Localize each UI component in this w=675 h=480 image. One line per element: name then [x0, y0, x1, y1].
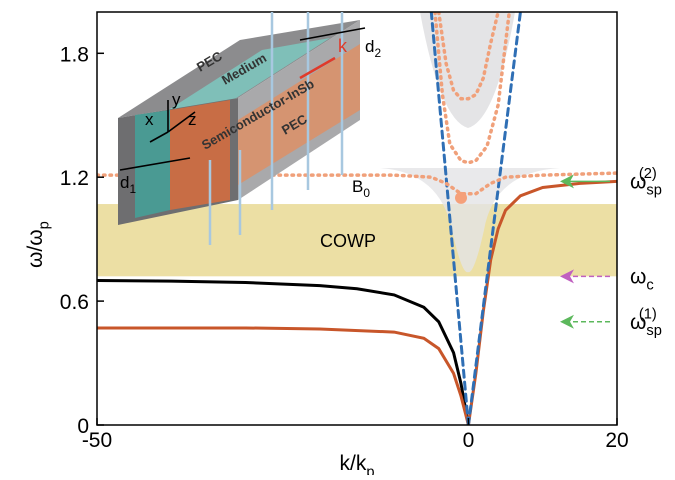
label-base: ω [630, 311, 646, 334]
medium-layer [140, 38, 330, 128]
label-base: k/k [339, 452, 366, 475]
cowp-band [97, 204, 617, 277]
inset-label: y [172, 90, 181, 109]
k-arrow [299, 56, 336, 80]
inset-label: B0 [352, 177, 370, 200]
axes-arrows [119, 27, 366, 171]
curve [466, 12, 522, 425]
point [455, 191, 467, 204]
label-sub: 2 [374, 46, 381, 60]
inset-label: k [338, 36, 348, 56]
inset-label: d2 [365, 37, 381, 60]
inset-label: x [145, 110, 154, 129]
label-sub: 1 [129, 182, 136, 196]
frame [96, 11, 618, 426]
label-sub: sp [646, 183, 662, 199]
marker-head [560, 174, 574, 189]
label-sub: p [366, 464, 374, 475]
curve [97, 326, 470, 425]
y-axis-label: ω/ωp [24, 221, 52, 268]
semi-front [170, 100, 230, 210]
marker-head [560, 269, 574, 284]
inset-label: d1 [120, 173, 136, 196]
label-base: ω [630, 170, 646, 193]
curve [97, 278, 470, 425]
marker-head [560, 314, 574, 329]
inset-label: z [188, 110, 197, 129]
shaded-band [380, 168, 560, 273]
label-sub: p [36, 221, 52, 229]
x-tick-label: 0 [463, 429, 475, 452]
marker-label: ωsp(2) [630, 166, 662, 199]
inset-diagram: PEC Medium Semiconductor-InSb PEC k x y … [118, 12, 381, 245]
marker-label: ωsp(1) [630, 306, 662, 339]
curve [436, 12, 500, 101]
label-sup: (1) [639, 306, 657, 322]
label-base: d [120, 173, 129, 192]
x-tick-label: 20 [605, 429, 628, 452]
field-arrows [208, 12, 344, 245]
x-axis-label: k/kp [339, 452, 374, 475]
curve [433, 12, 512, 165]
y-tick-label: 1.2 [60, 167, 89, 190]
label-sub: 0 [363, 186, 370, 200]
band-label: COWP [320, 231, 376, 251]
curve [429, 12, 470, 425]
y-tick-label: 1.8 [60, 43, 89, 66]
x-tick-label: -50 [82, 429, 112, 452]
label-sub: c [646, 278, 653, 294]
label-sup: (2) [639, 166, 657, 182]
label-base: d [365, 37, 374, 56]
curve [97, 171, 617, 196]
curves [97, 12, 617, 425]
label-base: B [352, 177, 363, 196]
label-base: ω [630, 265, 646, 288]
label-sub: sp [646, 323, 662, 339]
y-tick-label: 0.6 [60, 291, 89, 314]
band-layer: COWP [97, 204, 617, 277]
semi-side [238, 44, 360, 185]
label-base: ω/ω [24, 229, 47, 268]
marker-label: ωc [630, 265, 654, 293]
y-tick-label: 0 [77, 415, 89, 438]
